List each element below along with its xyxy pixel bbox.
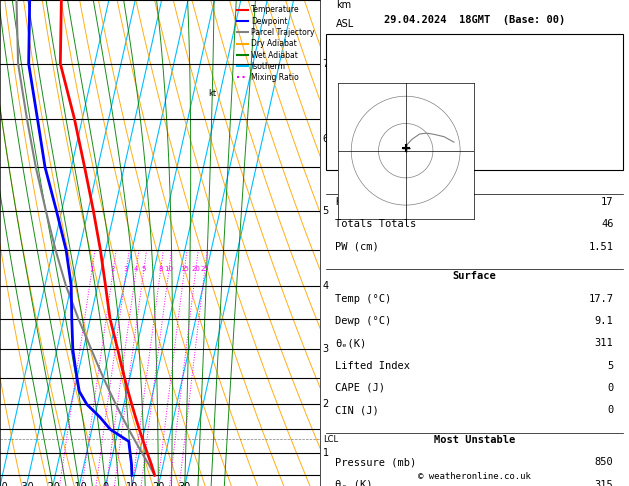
Text: 29.04.2024  18GMT  (Base: 00): 29.04.2024 18GMT (Base: 00) bbox=[384, 15, 565, 25]
Text: 315: 315 bbox=[595, 480, 613, 486]
Text: PW (cm): PW (cm) bbox=[335, 242, 379, 252]
Text: 1: 1 bbox=[323, 448, 329, 458]
Text: 15: 15 bbox=[180, 266, 189, 272]
Text: CIN (J): CIN (J) bbox=[335, 405, 379, 416]
Text: 4: 4 bbox=[133, 266, 138, 272]
Text: 10: 10 bbox=[126, 482, 138, 486]
Text: θₑ (K): θₑ (K) bbox=[335, 480, 373, 486]
Text: Totals Totals: Totals Totals bbox=[335, 219, 416, 229]
Text: 4: 4 bbox=[323, 281, 329, 291]
Text: 3: 3 bbox=[323, 345, 329, 354]
Text: 0: 0 bbox=[608, 383, 613, 393]
Text: 25: 25 bbox=[200, 266, 209, 272]
Text: 20: 20 bbox=[152, 482, 165, 486]
Text: θₑ(K): θₑ(K) bbox=[335, 338, 367, 348]
Text: -20: -20 bbox=[45, 482, 61, 486]
Text: LCL: LCL bbox=[323, 434, 338, 444]
Text: Dewp (°C): Dewp (°C) bbox=[335, 316, 392, 326]
Text: 5: 5 bbox=[323, 206, 329, 216]
Text: 2: 2 bbox=[111, 266, 115, 272]
Text: Most Unstable: Most Unstable bbox=[434, 435, 515, 445]
Text: 5: 5 bbox=[142, 266, 146, 272]
Text: 8: 8 bbox=[158, 266, 163, 272]
Text: CAPE (J): CAPE (J) bbox=[335, 383, 386, 393]
Text: 17: 17 bbox=[601, 197, 613, 207]
Text: ASL: ASL bbox=[336, 19, 354, 30]
Text: K: K bbox=[335, 197, 342, 207]
Text: 6: 6 bbox=[323, 134, 329, 144]
Text: 7: 7 bbox=[323, 58, 329, 69]
Text: kt: kt bbox=[208, 89, 216, 99]
Text: Surface: Surface bbox=[453, 271, 496, 281]
Text: Lifted Index: Lifted Index bbox=[335, 361, 411, 371]
Text: 46: 46 bbox=[601, 219, 613, 229]
Text: 5: 5 bbox=[608, 361, 613, 371]
Text: 1.51: 1.51 bbox=[589, 242, 613, 252]
Text: 850: 850 bbox=[595, 457, 613, 468]
Text: -30: -30 bbox=[18, 482, 34, 486]
Text: -40: -40 bbox=[0, 482, 8, 486]
Text: 10: 10 bbox=[164, 266, 173, 272]
Text: 1: 1 bbox=[89, 266, 94, 272]
Text: 17.7: 17.7 bbox=[589, 294, 613, 304]
FancyBboxPatch shape bbox=[326, 34, 623, 170]
Text: © weatheronline.co.uk: © weatheronline.co.uk bbox=[418, 472, 531, 481]
Text: 20: 20 bbox=[191, 266, 200, 272]
Text: -10: -10 bbox=[71, 482, 87, 486]
Text: 9.1: 9.1 bbox=[595, 316, 613, 326]
Text: 30: 30 bbox=[179, 482, 191, 486]
Text: 3: 3 bbox=[124, 266, 128, 272]
Text: 311: 311 bbox=[595, 338, 613, 348]
Text: km: km bbox=[336, 0, 351, 10]
Text: 0: 0 bbox=[103, 482, 109, 486]
Text: 2: 2 bbox=[323, 399, 329, 409]
Text: Pressure (mb): Pressure (mb) bbox=[335, 457, 416, 468]
Text: 0: 0 bbox=[608, 405, 613, 416]
Legend: Temperature, Dewpoint, Parcel Trajectory, Dry Adiabat, Wet Adiabat, Isotherm, Mi: Temperature, Dewpoint, Parcel Trajectory… bbox=[235, 4, 316, 84]
Text: Temp (°C): Temp (°C) bbox=[335, 294, 392, 304]
